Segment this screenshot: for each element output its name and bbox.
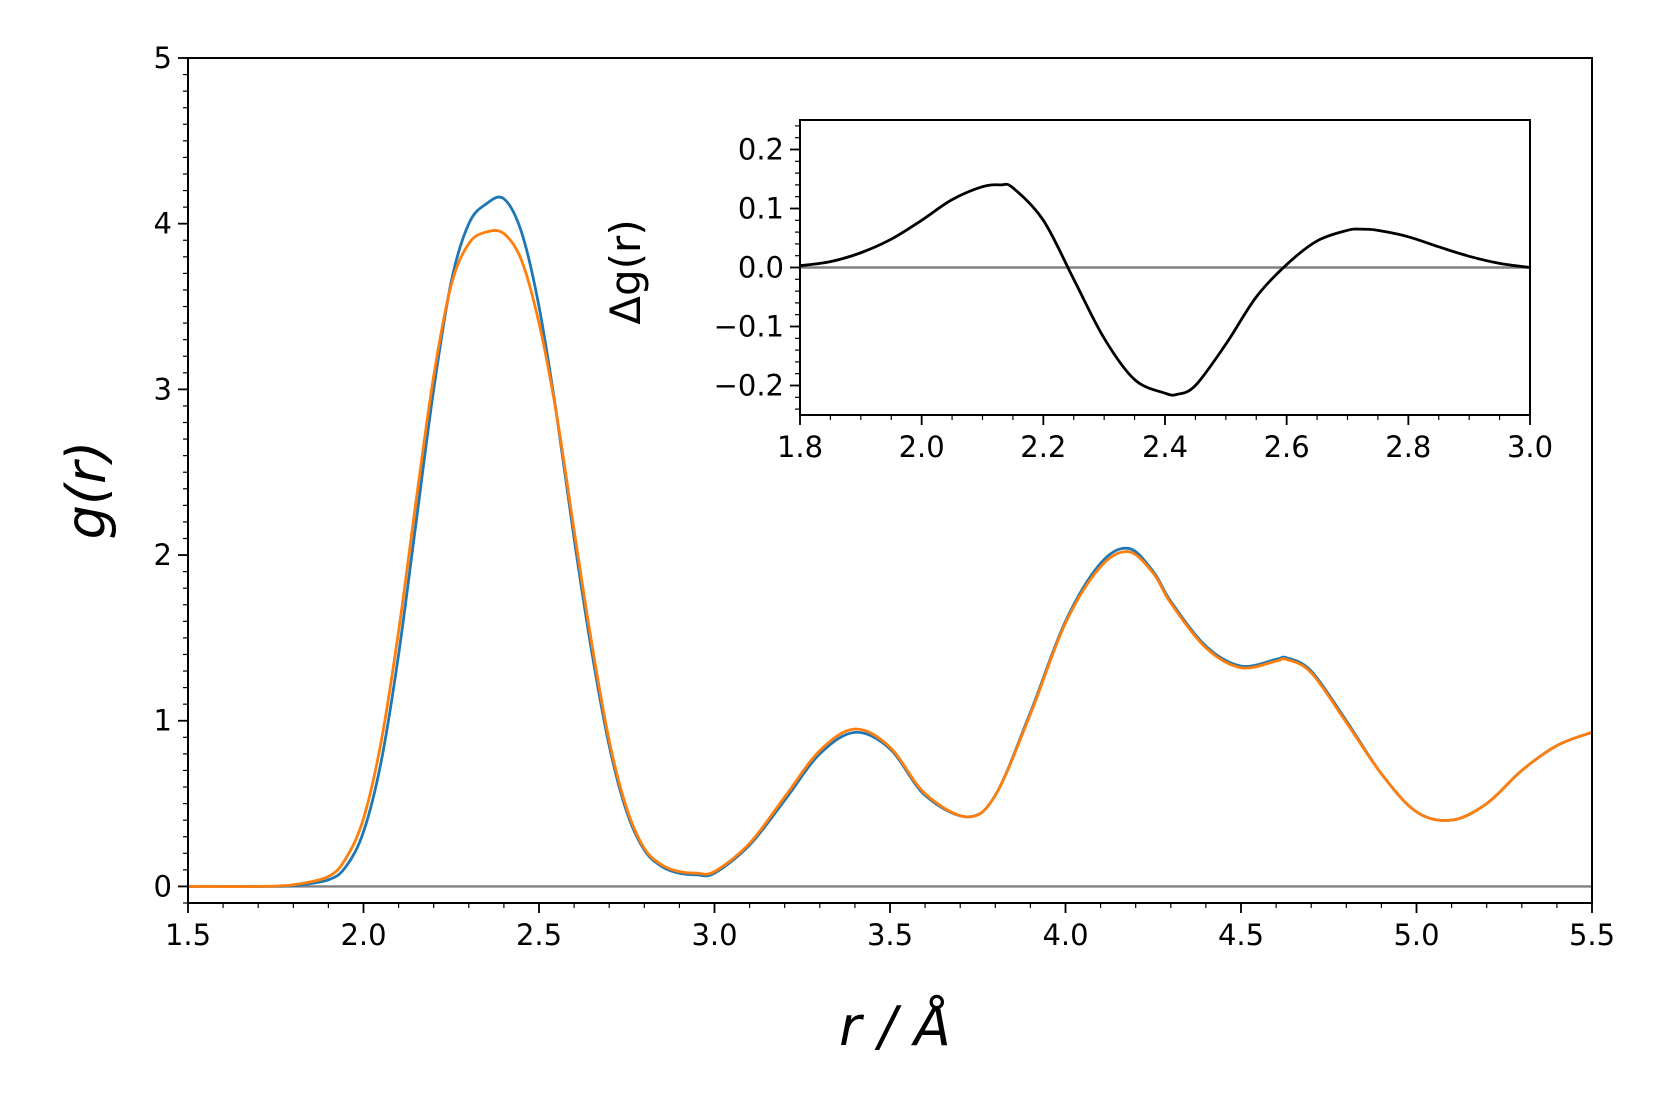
inset-x-tick-label: 2.4 [1142, 430, 1188, 464]
x-tick-label: 5.5 [1569, 918, 1615, 952]
main-plot: 1.5 2.0 2.5 3.0 3.5 4.0 4.5 5.0 5.5 0 1 2 3 4 5 [154, 41, 1616, 952]
y-tick-label: 2 [154, 538, 172, 572]
x-tick-label: 5.0 [1393, 918, 1439, 952]
inset-y-axis-label: Δg(r) [601, 219, 650, 324]
y-axis-label: g(r) [55, 441, 118, 540]
y-tick-label: 1 [154, 704, 172, 738]
inset-y-tick-label: 0.1 [738, 192, 784, 226]
inset-x-tick-label: 3.0 [1507, 430, 1553, 464]
x-tick-label: 3.5 [867, 918, 913, 952]
series-line-1 [188, 195, 1592, 888]
y-tick-label: 0 [154, 869, 172, 903]
x-tick-label: 4.5 [1218, 918, 1264, 952]
inset-x-tick-label: 2.8 [1385, 430, 1431, 464]
inset-plot: 1.8 2.0 2.2 2.4 2.6 2.8 3.0 −0.2 −0.1 0.0 0.1 0.2 [714, 119, 1553, 464]
inset-y-tick-label: −0.2 [714, 369, 784, 403]
y-tick-label: 5 [154, 41, 172, 75]
inset-x-tick-label: 2.0 [899, 430, 945, 464]
x-tick-label: 1.5 [165, 918, 211, 952]
x-tick-label: 3.0 [691, 918, 737, 952]
inset-x-tick-label: 2.6 [1264, 430, 1310, 464]
x-tick-label: 4.0 [1042, 918, 1088, 952]
inset-y-tick-label: 0.2 [738, 133, 784, 167]
series-line-2 [188, 229, 1592, 888]
x-tick-label: 2.0 [340, 918, 386, 952]
y-tick-label: 4 [154, 207, 172, 241]
inset-y-tick-label: 0.0 [738, 251, 784, 285]
x-axis-label: r / Å [839, 994, 951, 1058]
y-tick-label: 3 [154, 372, 172, 406]
inset-x-tick-label: 1.8 [777, 430, 823, 464]
x-tick-label: 2.5 [516, 918, 562, 952]
inset-series-line-1 [800, 182, 1530, 397]
inset-y-tick-label: −0.1 [714, 310, 784, 344]
inset-x-tick-label: 2.2 [1020, 430, 1066, 464]
